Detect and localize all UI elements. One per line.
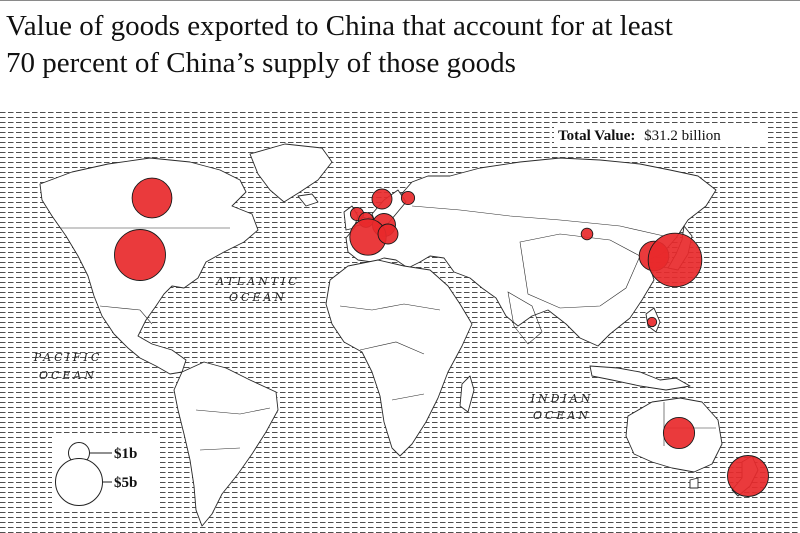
us-mexico-border bbox=[99, 305, 153, 325]
africa-borders bbox=[339, 303, 441, 401]
indian-label-line-1: INDIAN bbox=[530, 392, 594, 405]
bubble-layer bbox=[114, 177, 769, 497]
iceland bbox=[297, 193, 319, 207]
bubble-australia bbox=[662, 416, 696, 450]
tasmania bbox=[689, 477, 699, 489]
greenland bbox=[249, 143, 333, 203]
bubble-switzerland bbox=[377, 223, 399, 245]
bubble-japan bbox=[647, 232, 703, 288]
total-value: Total Value: $31.2 billion bbox=[554, 124, 768, 146]
chart-title: Value of goods exported to China that ac… bbox=[6, 8, 786, 82]
world-map: ATLANTIC OCEAN PACIFIC OCEAN INDIAN OCEA… bbox=[0, 110, 800, 533]
ocean-labels: ATLANTIC OCEAN PACIFIC OCEAN INDIAN OCEA… bbox=[33, 275, 594, 422]
total-value-backdrop bbox=[554, 124, 768, 146]
bubble-mongolia bbox=[580, 227, 594, 241]
south-america-borders bbox=[195, 407, 271, 451]
bubble-new-zealand bbox=[727, 455, 769, 497]
south-america bbox=[173, 361, 279, 527]
bubble-canada bbox=[131, 177, 173, 219]
atlantic-label-line-1: ATLANTIC bbox=[215, 275, 300, 288]
bubble-norway-denmark bbox=[400, 190, 416, 206]
china-border bbox=[519, 233, 641, 309]
size-legend: $1b $5b bbox=[52, 436, 160, 508]
bubble-philippines bbox=[646, 316, 658, 328]
top-rule bbox=[0, 0, 800, 1]
title-line-1: Value of goods exported to China that ac… bbox=[6, 10, 673, 42]
indian-label-line-2: OCEAN bbox=[533, 409, 591, 422]
madagascar bbox=[459, 375, 475, 413]
total-value-amount: $31.2 billion bbox=[644, 128, 721, 144]
bubble-sweden bbox=[371, 188, 393, 210]
atlantic-label-line-2: OCEAN bbox=[229, 291, 287, 304]
bubble-united-states bbox=[114, 229, 166, 281]
total-value-label: Total Value: bbox=[558, 128, 635, 144]
pacific-label-line-2: OCEAN bbox=[39, 369, 97, 382]
legend-label-1b: $1b bbox=[114, 446, 137, 462]
title-line-2: 70 percent of China’s supply of those go… bbox=[6, 47, 516, 79]
country-borders bbox=[60, 205, 716, 451]
legend-label-5b: $5b bbox=[114, 475, 137, 491]
indonesia bbox=[589, 365, 691, 391]
legend-circle-5b bbox=[55, 458, 103, 506]
eurasia bbox=[345, 157, 717, 347]
india-border bbox=[507, 291, 543, 345]
svg-text:Total Value: $31.2 billi: Total Value: $31.2 billion bbox=[558, 128, 721, 144]
pacific-label-line-1: PACIFIC bbox=[33, 351, 103, 364]
russia-border bbox=[411, 205, 665, 237]
